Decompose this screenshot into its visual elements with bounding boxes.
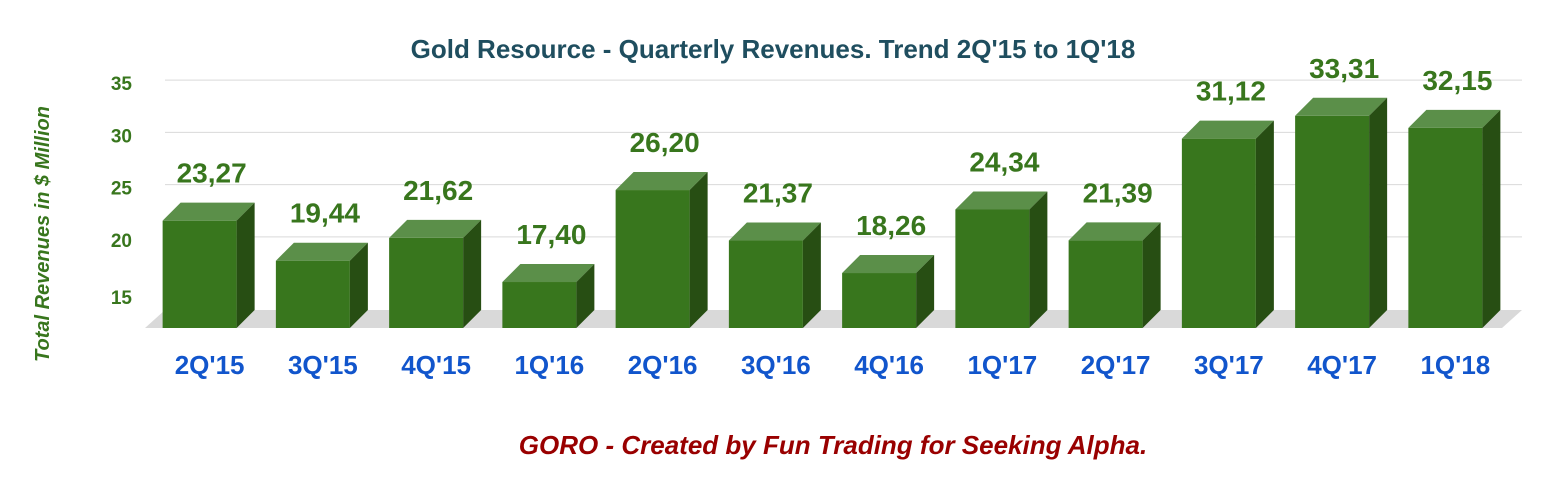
bar-top xyxy=(615,172,708,191)
bar-front xyxy=(842,273,917,328)
bar-top xyxy=(275,242,368,261)
y-tick-label: 25 xyxy=(111,179,133,200)
bar-side xyxy=(236,202,255,328)
bar-top xyxy=(389,219,482,238)
bar-side xyxy=(1369,97,1388,328)
x-tick-label: 4Q'17 xyxy=(1307,350,1377,380)
y-tick-label: 35 xyxy=(111,74,133,95)
bar-side xyxy=(689,172,708,328)
bar xyxy=(955,191,1048,328)
x-tick-label: 2Q'16 xyxy=(628,350,698,380)
bar xyxy=(728,222,821,328)
y-axis-label: Total Revenues in $ Million xyxy=(32,106,54,362)
bar xyxy=(842,255,935,328)
bar-side xyxy=(1029,191,1048,328)
bar xyxy=(275,242,368,328)
data-label: 21,37 xyxy=(743,178,813,209)
data-label: 17,40 xyxy=(516,219,586,250)
bar-front xyxy=(1068,240,1143,328)
data-label: 21,39 xyxy=(1083,177,1153,208)
bar-front xyxy=(502,282,577,328)
data-label: 33,31 xyxy=(1309,53,1379,84)
x-tick-label: 3Q'17 xyxy=(1194,350,1264,380)
bar-side xyxy=(1142,222,1161,328)
data-label: 23,27 xyxy=(177,158,247,189)
bar-side xyxy=(1255,120,1274,329)
y-axis-ticks: 15 20 25 30 35 xyxy=(111,74,133,309)
bar xyxy=(1408,109,1501,328)
bar-front xyxy=(162,220,237,328)
x-tick-label: 4Q'15 xyxy=(401,350,471,380)
bar-front xyxy=(1181,138,1256,328)
bar xyxy=(1181,120,1274,329)
bar-front xyxy=(275,260,350,328)
bar-top xyxy=(1068,222,1161,241)
bar-side xyxy=(463,219,482,328)
bar-side xyxy=(802,222,821,328)
bar xyxy=(389,219,482,328)
bar-side xyxy=(916,255,935,328)
x-tick-label: 1Q'18 xyxy=(1420,350,1490,380)
x-tick-label: 2Q'15 xyxy=(175,350,245,380)
bar-side xyxy=(349,242,368,328)
bar-top xyxy=(1181,120,1274,139)
bar-front xyxy=(955,209,1030,328)
bar-top xyxy=(842,255,935,274)
data-label: 18,26 xyxy=(856,210,926,241)
y-tick-label: 15 xyxy=(111,288,133,309)
bar-top xyxy=(162,202,255,221)
bar-front xyxy=(389,237,464,328)
bar-top xyxy=(1295,97,1388,116)
bar-front xyxy=(1408,127,1483,328)
bar-top xyxy=(955,191,1048,210)
x-tick-label: 3Q'16 xyxy=(741,350,811,380)
bar-top xyxy=(502,264,595,283)
chart-floor xyxy=(145,310,1522,328)
data-label: 21,62 xyxy=(403,175,473,206)
bars xyxy=(162,97,1501,329)
data-label: 26,20 xyxy=(630,127,700,158)
bar xyxy=(615,172,708,328)
bar-top xyxy=(1408,109,1501,128)
bar xyxy=(162,202,255,328)
bar-front xyxy=(1295,115,1370,328)
data-label: 24,34 xyxy=(969,146,1039,177)
x-tick-label: 2Q'17 xyxy=(1081,350,1151,380)
bar-top xyxy=(728,222,821,241)
bar-side xyxy=(1482,109,1501,328)
y-tick-label: 30 xyxy=(111,126,132,147)
bar-front xyxy=(615,190,690,328)
chart-title: Gold Resource - Quarterly Revenues. Tren… xyxy=(411,34,1136,64)
x-axis-labels: 2Q'15 3Q'15 4Q'15 1Q'16 2Q'16 3Q'16 4Q'16 1Q'17… xyxy=(175,350,1491,380)
data-label: 32,15 xyxy=(1422,65,1492,96)
data-label: 31,12 xyxy=(1196,76,1266,107)
x-tick-label: 1Q'17 xyxy=(967,350,1037,380)
bar-side xyxy=(576,264,595,328)
x-tick-label: 1Q'16 xyxy=(514,350,584,380)
bar xyxy=(1295,97,1388,328)
bar xyxy=(1068,222,1161,328)
data-label: 19,44 xyxy=(290,198,360,229)
data-labels: 23,27 19,44 21,62 17,40 26,20 21,37 18,26 24,34… xyxy=(177,53,1493,250)
floor-plane xyxy=(145,310,1522,328)
y-tick-label: 20 xyxy=(111,231,132,252)
bar xyxy=(502,264,595,328)
x-tick-label: 4Q'16 xyxy=(854,350,924,380)
x-tick-label: 3Q'15 xyxy=(288,350,358,380)
credit-footer: GORO - Created by Fun Trading for Seekin… xyxy=(519,430,1147,460)
bar-front xyxy=(728,240,803,328)
